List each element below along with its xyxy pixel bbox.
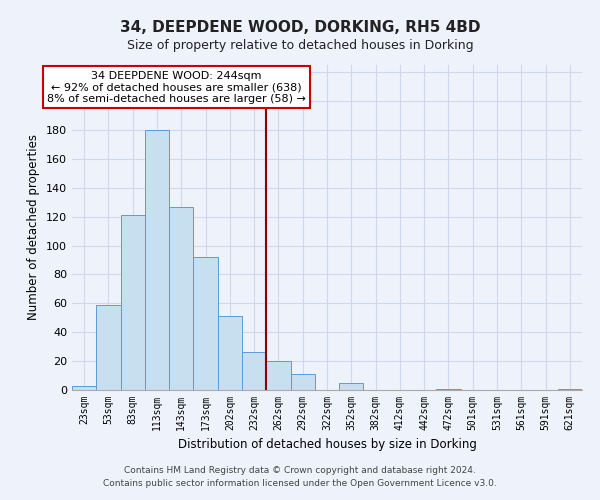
- Bar: [242, 352, 266, 390]
- Bar: [436, 388, 461, 390]
- Text: Size of property relative to detached houses in Dorking: Size of property relative to detached ho…: [127, 38, 473, 52]
- Text: 34, DEEPDENE WOOD, DORKING, RH5 4BD: 34, DEEPDENE WOOD, DORKING, RH5 4BD: [120, 20, 480, 35]
- Bar: [96, 305, 121, 390]
- Y-axis label: Number of detached properties: Number of detached properties: [28, 134, 40, 320]
- Text: Contains HM Land Registry data © Crown copyright and database right 2024.
Contai: Contains HM Land Registry data © Crown c…: [103, 466, 497, 487]
- Bar: [558, 388, 582, 390]
- Bar: [169, 206, 193, 390]
- Bar: [290, 374, 315, 390]
- Bar: [145, 130, 169, 390]
- X-axis label: Distribution of detached houses by size in Dorking: Distribution of detached houses by size …: [178, 438, 476, 452]
- Bar: [121, 215, 145, 390]
- Bar: [193, 257, 218, 390]
- Bar: [218, 316, 242, 390]
- Text: 34 DEEPDENE WOOD: 244sqm
← 92% of detached houses are smaller (638)
8% of semi-d: 34 DEEPDENE WOOD: 244sqm ← 92% of detach…: [47, 71, 306, 104]
- Bar: [339, 383, 364, 390]
- Bar: [72, 386, 96, 390]
- Bar: [266, 361, 290, 390]
